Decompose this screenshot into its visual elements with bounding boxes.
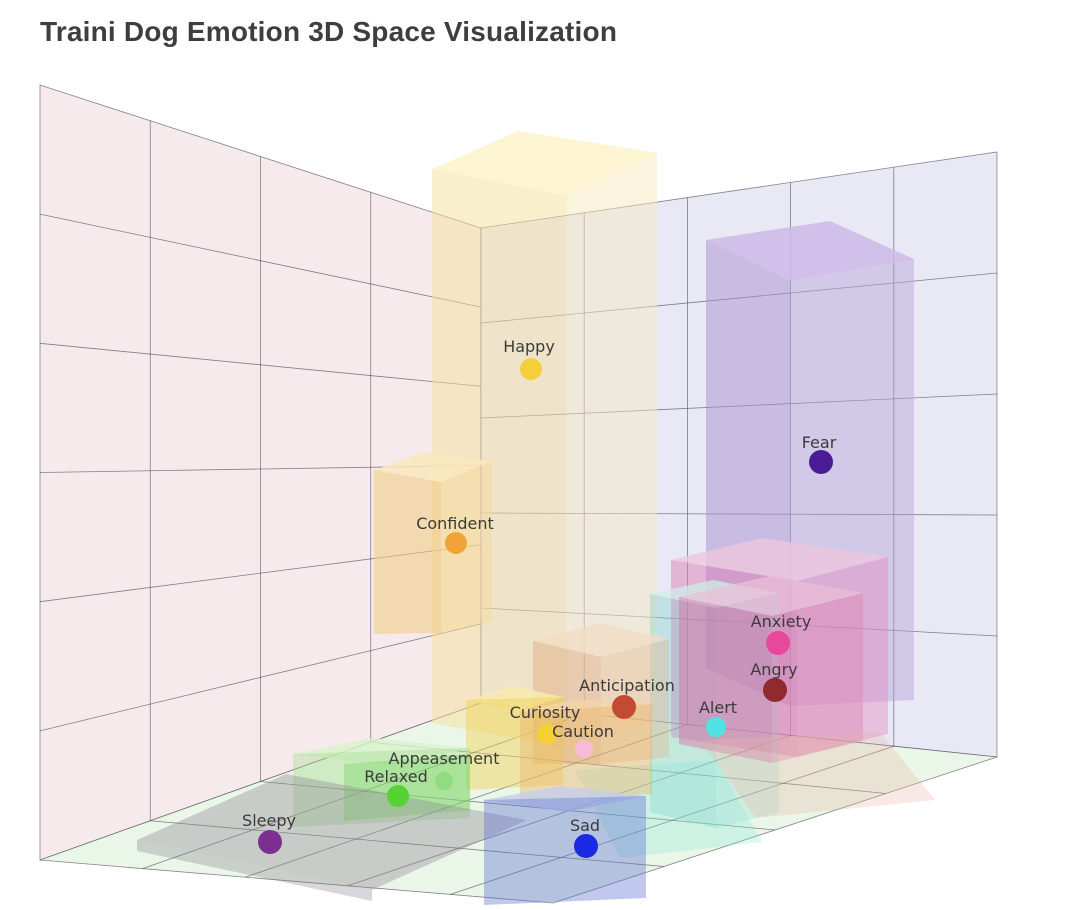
emotion-point-sleepy[interactable] <box>258 830 282 854</box>
emotion-label-sleepy: Sleepy <box>242 811 296 830</box>
region-alert <box>716 593 779 828</box>
emotion-point-happy[interactable] <box>520 358 542 380</box>
emotion-label-anxiety: Anxiety <box>751 612 812 631</box>
region-happy <box>432 169 567 747</box>
emotion-point-caution[interactable] <box>575 740 593 758</box>
emotion-point-appeasement[interactable] <box>435 772 453 790</box>
region-sleepy <box>137 774 527 890</box>
region-alert <box>575 760 762 858</box>
region-anticipation <box>533 623 669 657</box>
region-angry <box>700 732 935 818</box>
left-wall-gridline <box>39 342 482 387</box>
region-sleepy <box>137 840 372 901</box>
emotion-label-fear: Fear <box>802 433 837 452</box>
emotion-point-angry[interactable] <box>763 678 787 702</box>
emotion-label-alert: Alert <box>699 698 737 717</box>
emotion-point-sad[interactable] <box>574 834 598 858</box>
region-appeasement <box>293 738 470 766</box>
region-angry <box>679 576 863 616</box>
region-curiosity <box>466 686 563 712</box>
region-anxiety <box>671 538 888 581</box>
region-curiosity <box>466 697 563 790</box>
left-wall-gridline <box>39 213 482 308</box>
emotion-label-caution: Caution <box>552 722 614 741</box>
emotion-point-fear[interactable] <box>809 450 833 474</box>
emotion-point-confident[interactable] <box>445 532 467 554</box>
page-title: Traini Dog Emotion 3D Space Visualizatio… <box>40 16 618 47</box>
region-confident <box>441 461 492 633</box>
region-confident <box>374 452 492 482</box>
emotion-label-happy: Happy <box>503 337 555 356</box>
region-relaxed <box>344 754 470 821</box>
floor-gridline <box>260 781 776 831</box>
region-angry <box>772 593 863 763</box>
region-anxiety <box>797 557 888 757</box>
emotion-label-curiosity: Curiosity <box>510 703 581 722</box>
emotion-label-angry: Angry <box>750 660 797 679</box>
region-happy <box>567 153 657 747</box>
region-happy <box>432 131 657 196</box>
region-angry <box>679 597 772 763</box>
emotion-point-anticipation[interactable] <box>612 695 636 719</box>
region-sad <box>484 786 646 812</box>
region-fear <box>706 221 914 281</box>
emotion-point-anxiety[interactable] <box>766 631 790 655</box>
emotion-label-appeasement: Appeasement <box>389 749 500 768</box>
emotion-label-relaxed: Relaxed <box>364 767 427 786</box>
region-alert <box>650 594 716 828</box>
region-anticipation <box>601 639 669 764</box>
left-wall-gridline <box>39 623 482 732</box>
region-sad <box>484 796 646 905</box>
emotion-point-alert[interactable] <box>706 717 726 737</box>
region-appeasement <box>293 748 470 827</box>
emotion-label-confident: Confident <box>416 514 494 533</box>
emotion-point-curiosity[interactable] <box>537 724 557 744</box>
region-confident <box>374 470 441 634</box>
floor-gridline <box>150 820 665 867</box>
emotion-label-anticipation: Anticipation <box>579 676 675 695</box>
emotion-point-relaxed[interactable] <box>387 785 409 807</box>
emotion-label-sad: Sad <box>570 816 600 835</box>
